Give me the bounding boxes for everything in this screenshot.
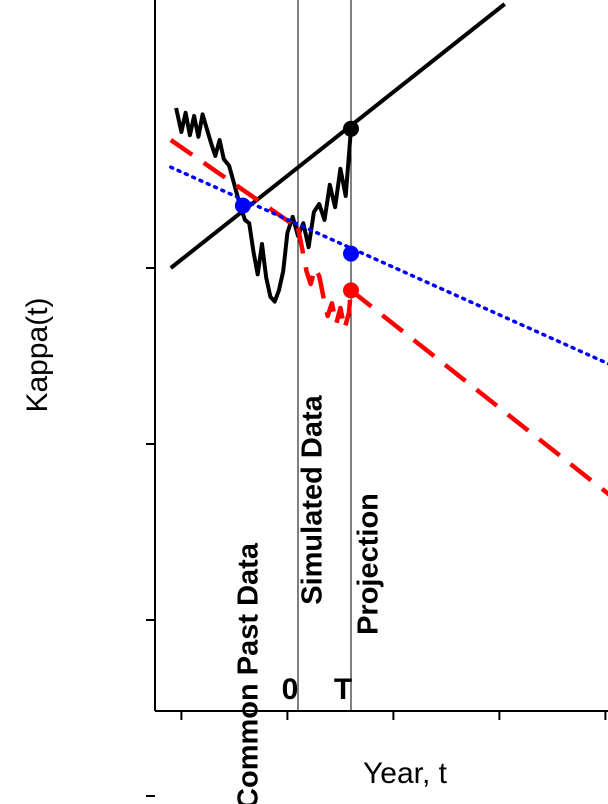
plot-area bbox=[169, 0, 608, 711]
points bbox=[234, 120, 359, 299]
blue-point-T bbox=[343, 245, 359, 262]
region-label-common-past-data: Common Past Data bbox=[233, 542, 265, 804]
vline-label-T: T bbox=[334, 673, 352, 706]
region-label-projection: Projection bbox=[353, 493, 385, 635]
blue-point-past bbox=[234, 197, 251, 214]
y-axis-title: Kappa(t) bbox=[21, 297, 54, 412]
black-point bbox=[343, 120, 359, 137]
series-line-2 bbox=[169, 138, 300, 230]
red-point-T bbox=[343, 282, 359, 299]
axes bbox=[146, 0, 608, 797]
vertical-lines bbox=[297, 0, 352, 711]
vline-label-t0: 0 bbox=[282, 673, 299, 706]
region-label-simulated-data: Simulated Data bbox=[296, 394, 328, 604]
series-line-1 bbox=[174, 107, 353, 304]
region-labels: Common Past Data Simulated Data Projection bbox=[233, 394, 385, 804]
series-line-0 bbox=[169, 2, 506, 270]
series-lines bbox=[169, 2, 608, 497]
series-line-5 bbox=[169, 165, 608, 366]
series-line-4 bbox=[349, 288, 608, 497]
x-ticks bbox=[180, 711, 607, 720]
x-axis-title: Year, t bbox=[363, 757, 448, 790]
series-line-3 bbox=[295, 227, 354, 332]
y-ticks bbox=[146, 267, 155, 797]
